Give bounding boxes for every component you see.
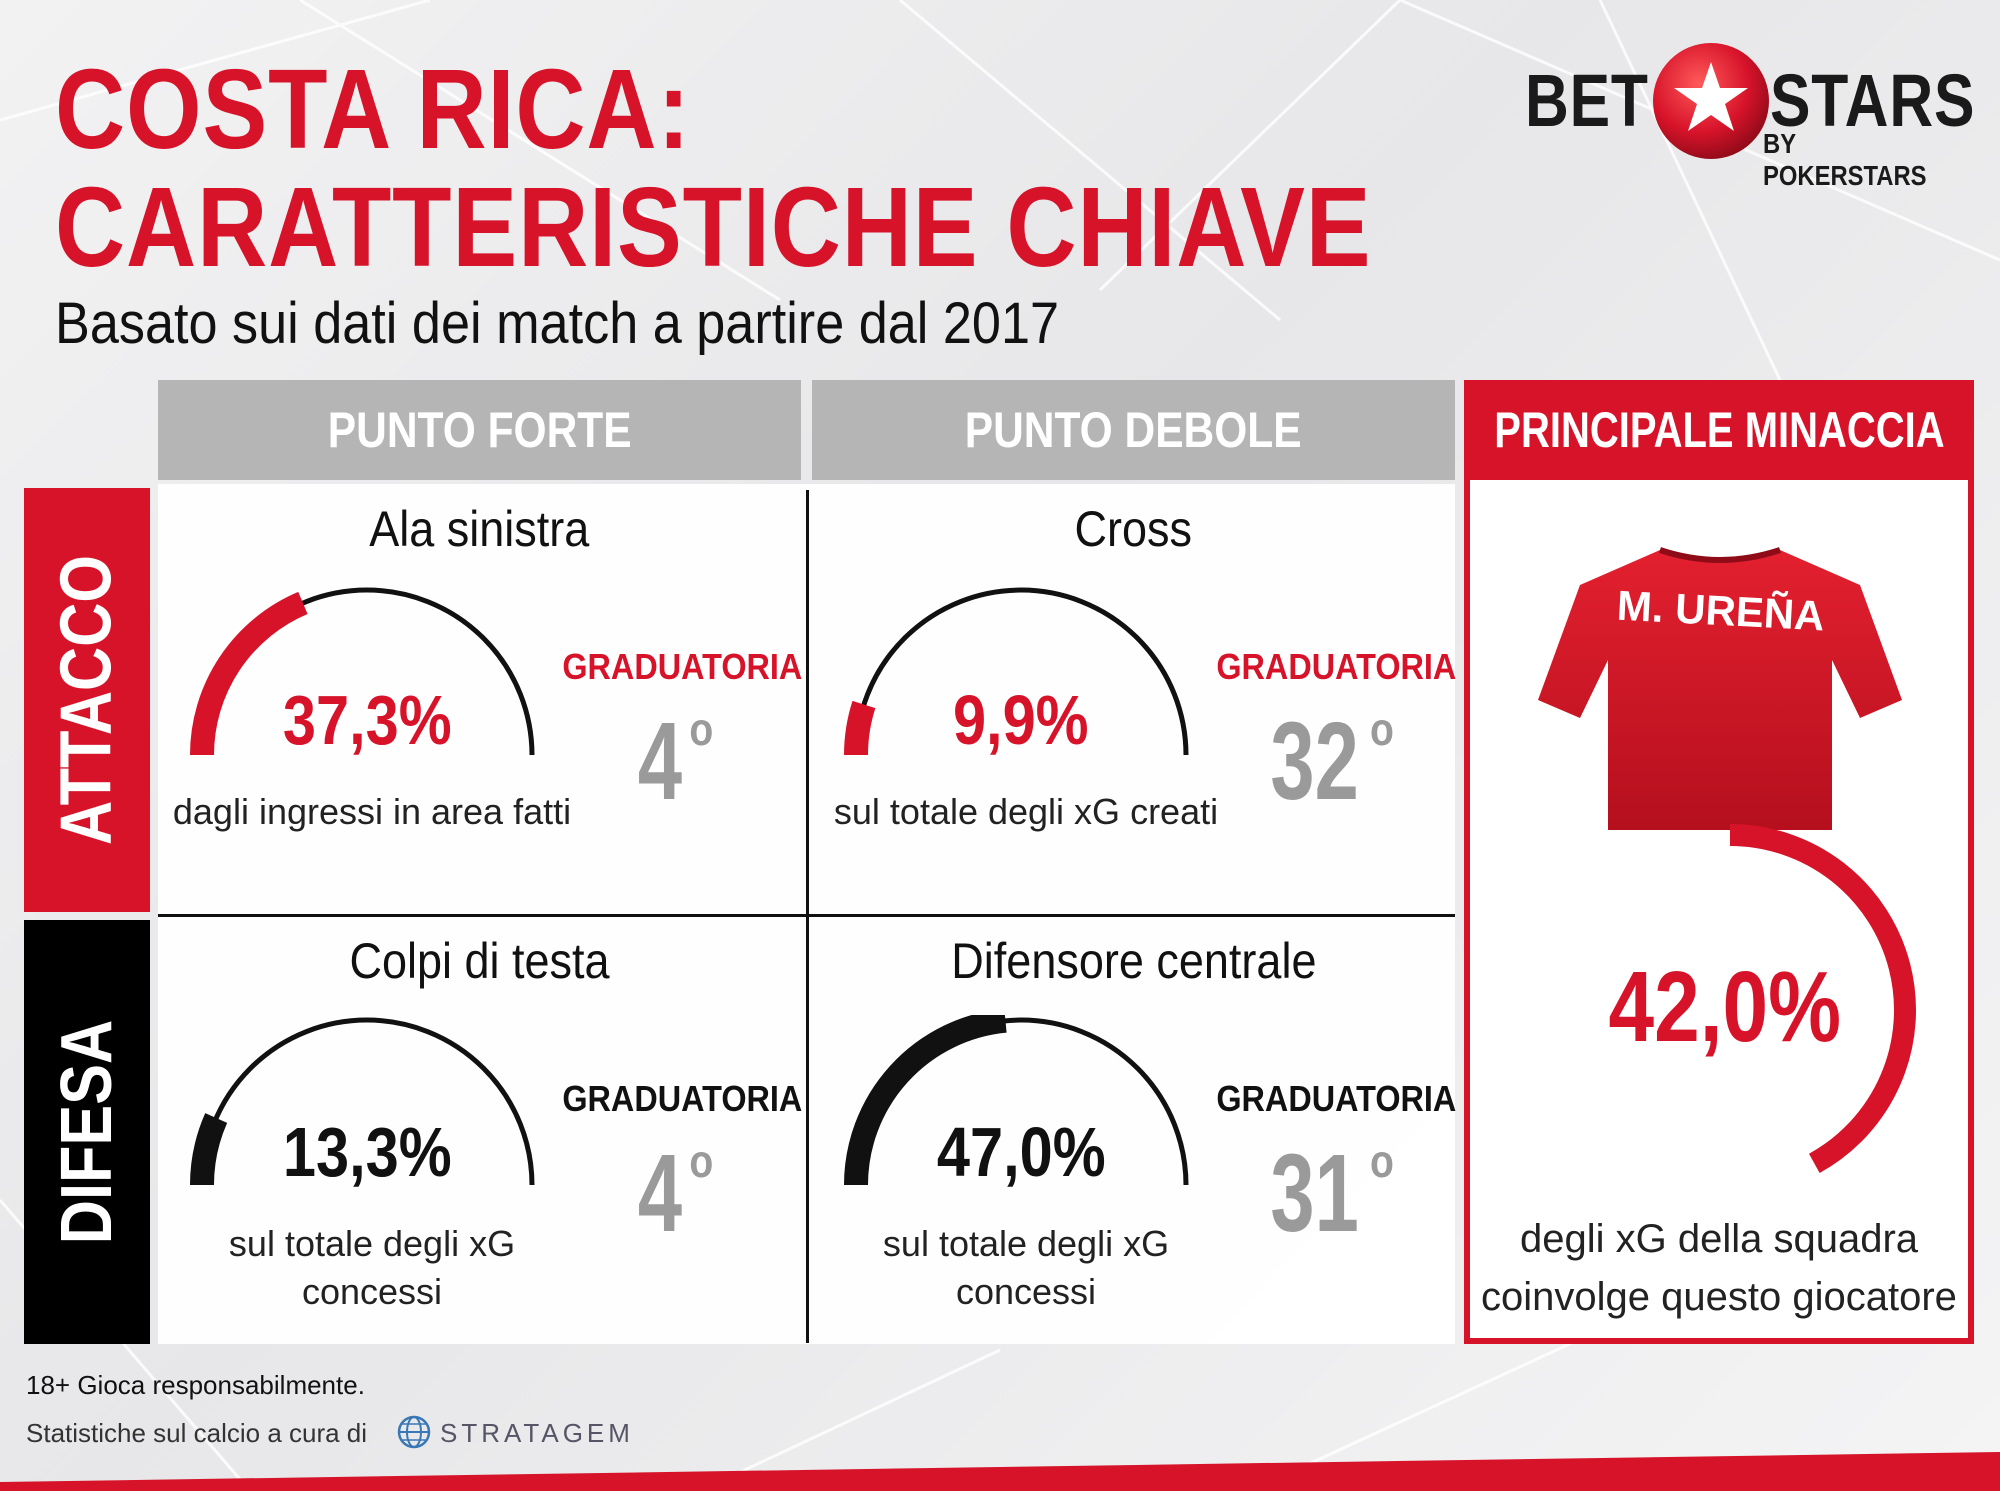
star-ball-icon xyxy=(1653,43,1769,159)
page-title: COSTA RICA: CARATTERISTICHE CHIAVE xyxy=(55,46,1372,290)
value-defense-strength: 13,3% xyxy=(282,1113,452,1191)
logo-stars-text: STARS xyxy=(1770,59,1976,142)
jersey-icon: M. UREÑA xyxy=(1538,547,1902,830)
rank-label-defense-strength: GRADUATORIA xyxy=(562,1078,803,1119)
desc-threat: degli xG della squadra coinvolge questo … xyxy=(1481,1217,1957,1319)
value-threat: 42,0% xyxy=(1608,951,1842,1063)
rank-label-attack-weakness: GRADUATORIA xyxy=(1216,646,1457,687)
gauge-defense-strength xyxy=(190,1017,535,1186)
stratagem-logo: STRATAGEM xyxy=(440,1418,634,1448)
desc-attack-strength: dagli ingressi in area fatti xyxy=(172,791,572,832)
gauge-fill-attack-weakness xyxy=(844,700,876,756)
row-label-defense: DIFESA xyxy=(24,920,150,1344)
row-label-attack: ATTACCO xyxy=(24,488,150,912)
horizontal-divider xyxy=(158,914,1455,917)
cell-title-attack-weakness: Cross xyxy=(1074,501,1193,557)
stats-credit: Statistiche sul calcio a cura di xyxy=(26,1418,368,1448)
rank-defense-weakness: 31 o xyxy=(1270,1132,1394,1255)
bottom-red-band xyxy=(0,1452,2000,1491)
column-header-weakness: PUNTO DEBOLE xyxy=(812,380,1455,480)
betstars-logo: BET STARS BY POKERSTARS xyxy=(1525,40,1974,191)
cell-title-defense-weakness: Difensore centrale xyxy=(950,933,1317,989)
rank-label-attack-strength: GRADUATORIA xyxy=(562,646,803,687)
desc-defense-strength: sul totale degli xG concessi xyxy=(228,1223,516,1312)
cell-title-defense-strength: Colpi di testa xyxy=(349,933,610,989)
desc-attack-weakness: sul totale degli xG creati xyxy=(833,791,1219,832)
cell-title-attack-strength: Ala sinistra xyxy=(369,501,590,557)
gauge-threat xyxy=(1555,824,1916,1185)
rank-attack-weakness: 32 o xyxy=(1270,700,1394,823)
jersey-name: M. UREÑA xyxy=(1616,582,1826,640)
gauge-fill-attack-strength xyxy=(190,591,308,756)
rank-label-defense-weakness: GRADUATORIA xyxy=(1216,1078,1457,1119)
value-defense-weakness: 47,0% xyxy=(936,1113,1106,1191)
responsible-gaming-note: 18+ Gioca responsabilmente. xyxy=(26,1370,365,1400)
globe-icon xyxy=(397,1415,431,1449)
gauge-fill-threat xyxy=(1729,824,1916,1173)
column-header-threat: PRINCIPALE MINACCIA xyxy=(1464,380,1974,480)
logo-bet-text: BET xyxy=(1525,59,1649,142)
desc-defense-weakness: sul totale degli xG concessi xyxy=(882,1223,1170,1312)
page-subtitle: Basato sui dati dei match a partire dal … xyxy=(55,291,1060,356)
gauge-attack-strength xyxy=(190,587,535,756)
gauge-attack-weakness xyxy=(844,587,1189,756)
value-attack-strength: 37,3% xyxy=(282,681,452,759)
gauge-fill-defense-weakness xyxy=(844,1015,1007,1186)
gauge-fill-defense-strength xyxy=(190,1113,228,1186)
value-attack-weakness: 9,9% xyxy=(953,681,1089,759)
gauge-defense-weakness xyxy=(844,1015,1189,1186)
column-header-strength: PUNTO FORTE xyxy=(158,380,801,480)
logo-tagline: BY POKERSTARS xyxy=(1763,128,1927,191)
